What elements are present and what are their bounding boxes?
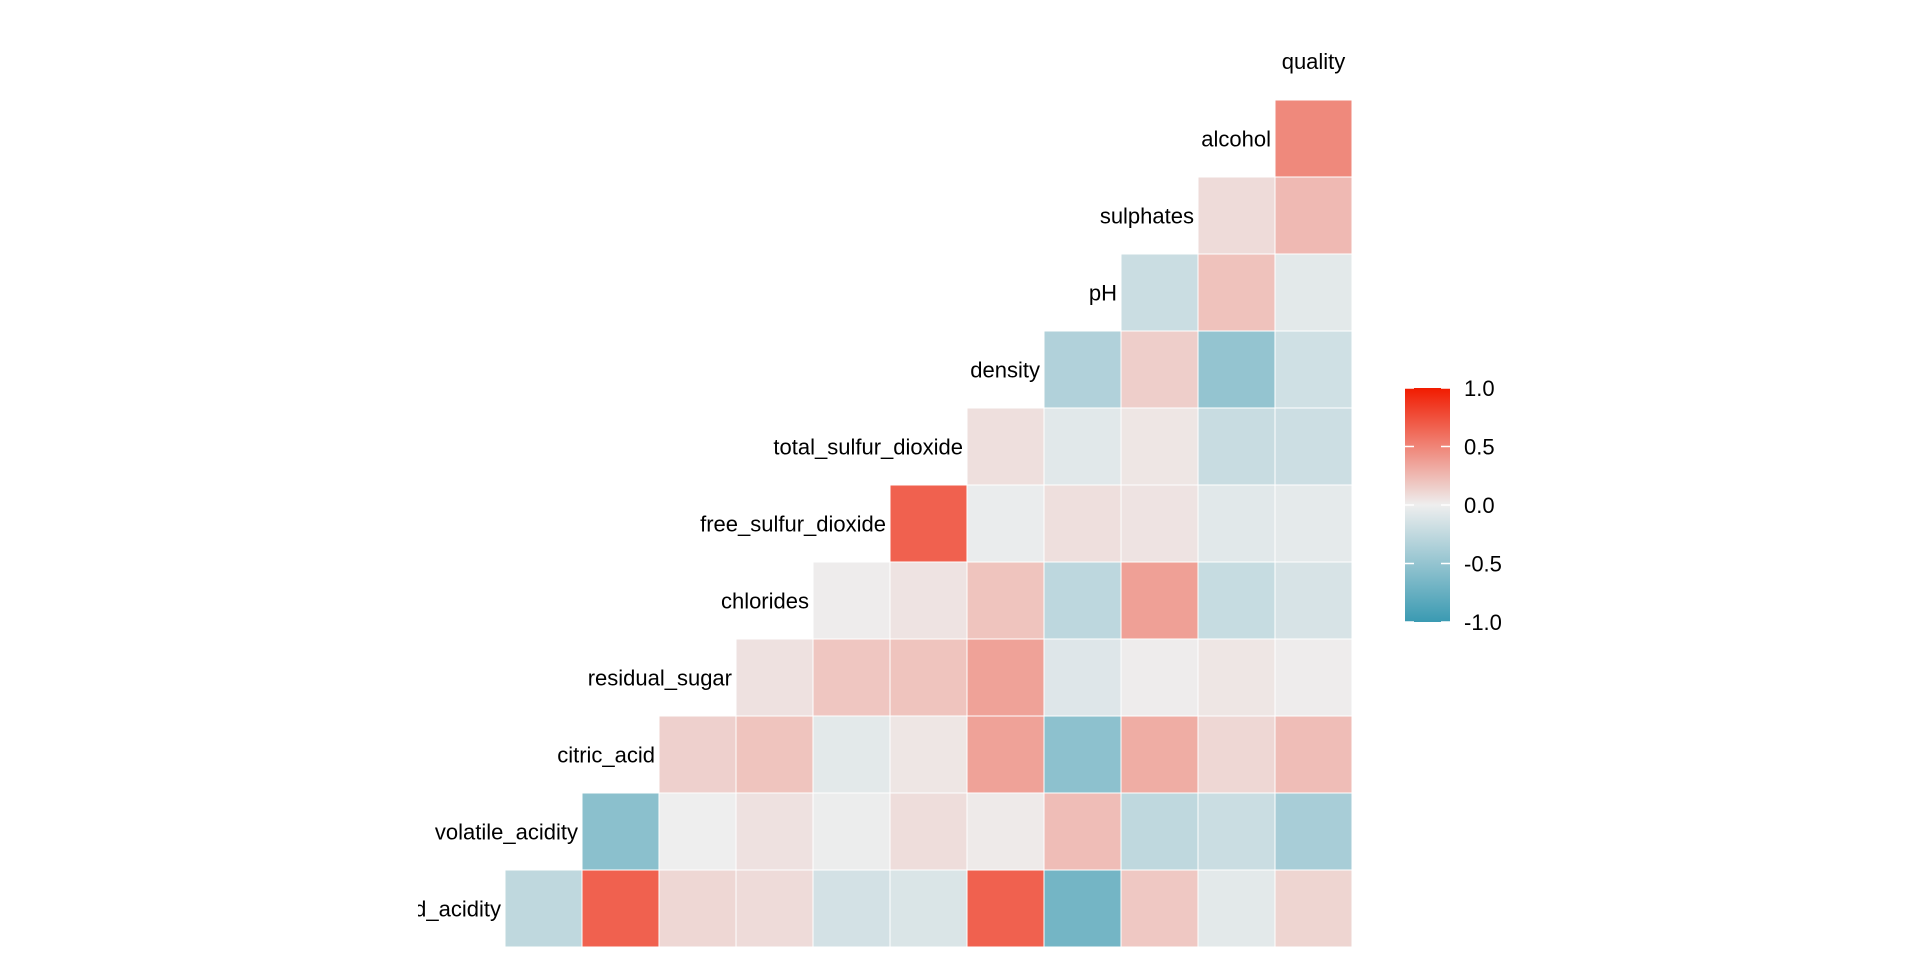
heatmap-cell-quality-fixed_acidity xyxy=(1274,869,1353,948)
heatmap-cell-alcohol-citric_acid xyxy=(1197,715,1276,794)
heatmap-cell-residual_sugar-citric_acid xyxy=(658,715,737,794)
heatmap-cell-total_sulfur_dioxide-free_sulfur_dioxide xyxy=(889,484,968,563)
heatmap-cell-sulphates-fixed_acidity xyxy=(1120,869,1199,948)
heatmap-cell-total_sulfur_dioxide-citric_acid xyxy=(889,715,968,794)
variable-label-density: density xyxy=(970,358,1040,383)
heatmap-cells xyxy=(504,99,1353,948)
legend-tick-label: -1.0 xyxy=(1464,610,1502,635)
heatmap-cell-pH-density xyxy=(1043,330,1122,409)
variable-label-pH: pH xyxy=(1089,281,1117,306)
heatmap-cell-density-fixed_acidity xyxy=(966,869,1045,948)
heatmap-cell-alcohol-free_sulfur_dioxide xyxy=(1197,484,1276,563)
heatmap-cell-density-volatile_acidity xyxy=(966,792,1045,871)
variable-label-free_sulfur_dioxide: free_sulfur_dioxide xyxy=(700,512,886,537)
heatmap-cell-pH-citric_acid xyxy=(1043,715,1122,794)
heatmap-cell-free_sulfur_dioxide-fixed_acidity xyxy=(812,869,891,948)
heatmap-cell-sulphates-density xyxy=(1120,330,1199,409)
heatmap-cell-total_sulfur_dioxide-residual_sugar xyxy=(889,638,968,717)
heatmap-cell-alcohol-residual_sugar xyxy=(1197,638,1276,717)
heatmap-cell-free_sulfur_dioxide-residual_sugar xyxy=(812,638,891,717)
variable-label-chlorides: chlorides xyxy=(721,589,809,614)
heatmap-cell-pH-residual_sugar xyxy=(1043,638,1122,717)
heatmap-cell-residual_sugar-volatile_acidity xyxy=(658,792,737,871)
heatmap-cell-chlorides-fixed_acidity xyxy=(735,869,814,948)
heatmap-cell-alcohol-total_sulfur_dioxide xyxy=(1197,407,1276,486)
heatmap-cell-alcohol-sulphates xyxy=(1197,176,1276,255)
heatmap-cell-chlorides-volatile_acidity xyxy=(735,792,814,871)
heatmap-cell-chlorides-residual_sugar xyxy=(735,638,814,717)
variable-label-fixed_acidity: fixed_acidity xyxy=(380,897,501,922)
variable-label-alcohol: alcohol xyxy=(1201,127,1271,152)
heatmap-cell-free_sulfur_dioxide-citric_acid xyxy=(812,715,891,794)
heatmap-cell-quality-chlorides xyxy=(1274,561,1353,640)
heatmap-cell-volatile_acidity-fixed_acidity xyxy=(504,869,583,948)
heatmap-cell-density-chlorides xyxy=(966,561,1045,640)
heatmap-cell-total_sulfur_dioxide-volatile_acidity xyxy=(889,792,968,871)
heatmap-cell-quality-residual_sugar xyxy=(1274,638,1353,717)
variable-labels: fixed_acidity volatile_acidity citric_acid… xyxy=(380,49,1346,922)
heatmap-cell-pH-total_sulfur_dioxide xyxy=(1043,407,1122,486)
heatmap-cell-citric_acid-volatile_acidity xyxy=(581,792,660,871)
variable-label-residual_sugar: residual_sugar xyxy=(588,666,732,691)
heatmap-cell-free_sulfur_dioxide-volatile_acidity xyxy=(812,792,891,871)
heatmap-cell-quality-citric_acid xyxy=(1274,715,1353,794)
heatmap-cell-pH-volatile_acidity xyxy=(1043,792,1122,871)
heatmap-cell-alcohol-fixed_acidity xyxy=(1197,869,1276,948)
heatmap-cell-quality-alcohol xyxy=(1274,99,1353,178)
heatmap-cell-alcohol-chlorides xyxy=(1197,561,1276,640)
heatmap-cell-density-citric_acid xyxy=(966,715,1045,794)
variable-label-sulphates: sulphates xyxy=(1100,204,1194,229)
heatmap-cell-sulphates-pH xyxy=(1120,253,1199,332)
legend-ticks: 1.0 0.5 0.0 -0.5 -1.0 xyxy=(1405,376,1502,635)
color-legend: 1.0 0.5 0.0 -0.5 -1.0 xyxy=(1405,376,1502,635)
legend-tick-label: -0.5 xyxy=(1464,552,1502,577)
heatmap-cell-quality-sulphates xyxy=(1274,176,1353,255)
heatmap-cell-density-free_sulfur_dioxide xyxy=(966,484,1045,563)
heatmap-cell-free_sulfur_dioxide-chlorides xyxy=(812,561,891,640)
variable-label-quality: quality xyxy=(1282,49,1346,74)
heatmap-cell-total_sulfur_dioxide-fixed_acidity xyxy=(889,869,968,948)
heatmap-cell-quality-density xyxy=(1274,330,1353,409)
heatmap-cell-sulphates-citric_acid xyxy=(1120,715,1199,794)
heatmap-cell-sulphates-free_sulfur_dioxide xyxy=(1120,484,1199,563)
heatmap-cell-sulphates-volatile_acidity xyxy=(1120,792,1199,871)
heatmap-cell-quality-volatile_acidity xyxy=(1274,792,1353,871)
heatmap-cell-alcohol-pH xyxy=(1197,253,1276,332)
heatmap-cell-quality-free_sulfur_dioxide xyxy=(1274,484,1353,563)
heatmap-cell-total_sulfur_dioxide-chlorides xyxy=(889,561,968,640)
heatmap-cell-citric_acid-fixed_acidity xyxy=(581,869,660,948)
legend-tick-label: 0.0 xyxy=(1464,493,1495,518)
heatmap-cell-pH-chlorides xyxy=(1043,561,1122,640)
heatmap-cell-quality-total_sulfur_dioxide xyxy=(1274,407,1353,486)
heatmap-cell-pH-free_sulfur_dioxide xyxy=(1043,484,1122,563)
variable-label-volatile_acidity: volatile_acidity xyxy=(435,820,578,845)
variable-label-total_sulfur_dioxide: total_sulfur_dioxide xyxy=(773,435,963,460)
heatmap-cell-sulphates-chlorides xyxy=(1120,561,1199,640)
heatmap-cell-quality-pH xyxy=(1274,253,1353,332)
heatmap-cell-sulphates-total_sulfur_dioxide xyxy=(1120,407,1199,486)
heatmap-cell-chlorides-citric_acid xyxy=(735,715,814,794)
heatmap-cell-sulphates-residual_sugar xyxy=(1120,638,1199,717)
heatmap-cell-pH-fixed_acidity xyxy=(1043,869,1122,948)
heatmap-cell-density-residual_sugar xyxy=(966,638,1045,717)
variable-label-citric_acid: citric_acid xyxy=(557,743,655,768)
heatmap-cell-residual_sugar-fixed_acidity xyxy=(658,869,737,948)
legend-tick-label: 1.0 xyxy=(1464,376,1495,401)
heatmap-cell-alcohol-density xyxy=(1197,330,1276,409)
heatmap-cell-alcohol-volatile_acidity xyxy=(1197,792,1276,871)
legend-tick-label: 0.5 xyxy=(1464,435,1495,460)
heatmap-cell-density-total_sulfur_dioxide xyxy=(966,407,1045,486)
